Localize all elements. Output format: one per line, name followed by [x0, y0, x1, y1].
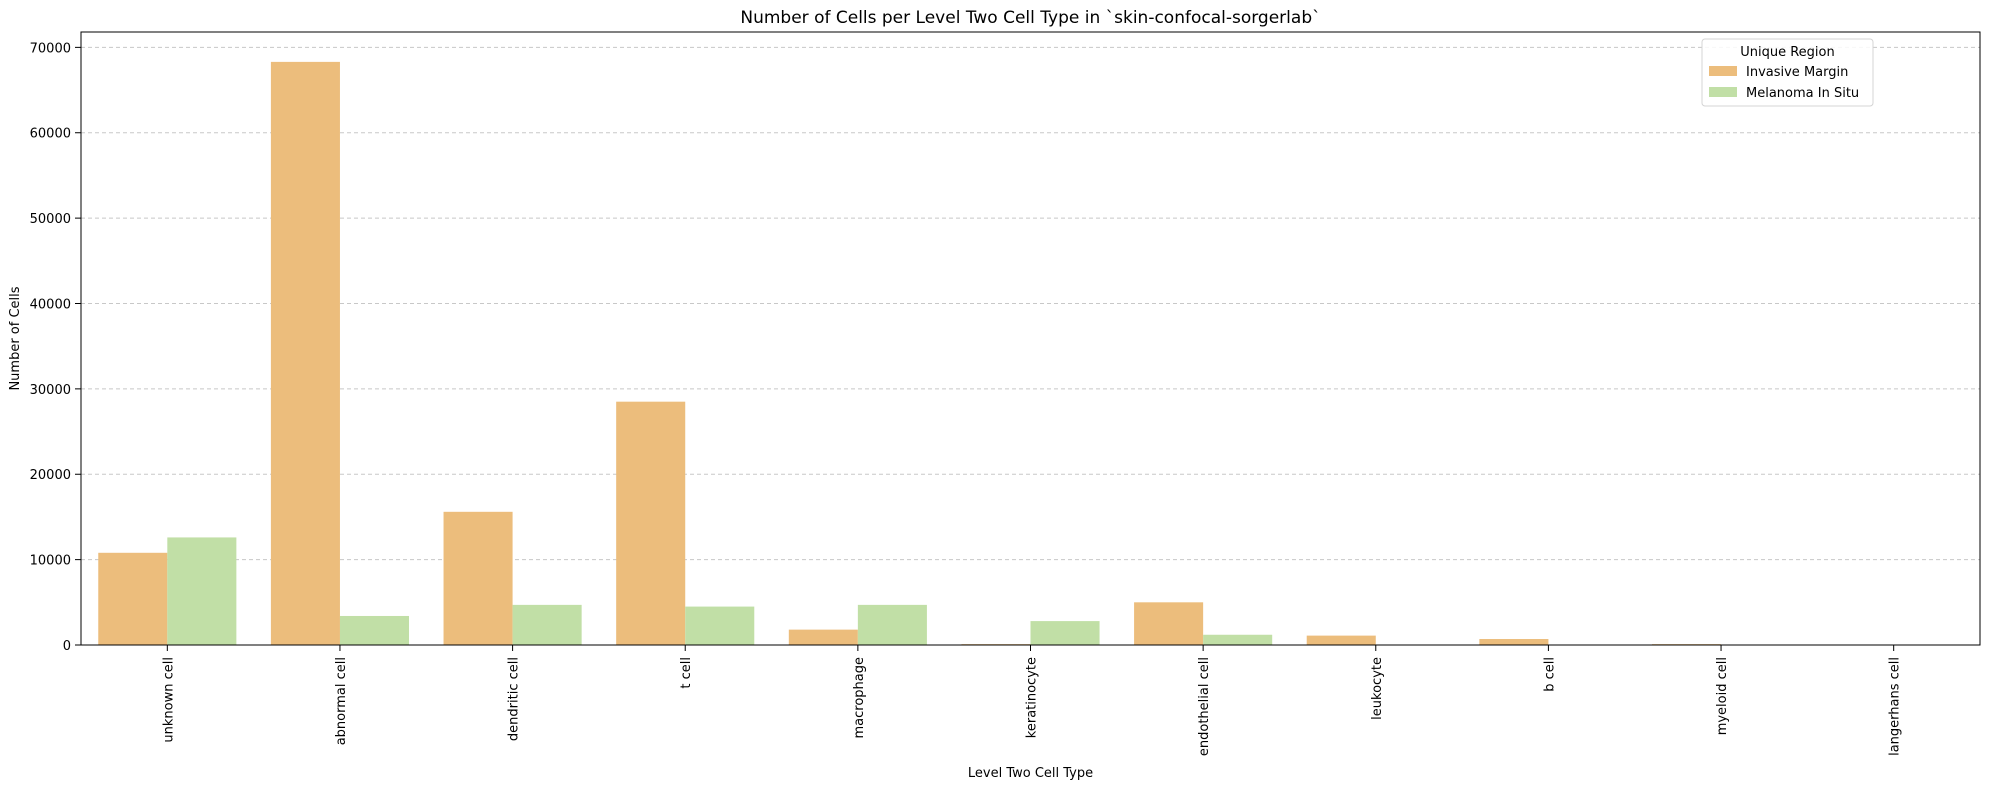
- x-tick-label: leukocyte: [1370, 657, 1385, 720]
- x-tick-label: keratinocyte: [1025, 657, 1040, 738]
- legend-label-melanoma-in-situ: Melanoma In Situ: [1746, 86, 1859, 101]
- bar-melanoma-in-situ: [167, 537, 237, 645]
- bars-layer: [98, 61, 1963, 646]
- y-tick-label: 60000: [30, 127, 71, 142]
- bar-invasive-margin: [98, 552, 168, 645]
- y-tick-label: 40000: [30, 297, 71, 312]
- bar-melanoma-in-situ: [1030, 621, 1100, 645]
- bar-invasive-margin: [1134, 602, 1204, 645]
- x-axis-label: Level Two Cell Type: [968, 766, 1093, 781]
- x-tick-label: myeloid cell: [1715, 657, 1730, 735]
- y-tick-label: 10000: [30, 554, 71, 569]
- bar-invasive-margin: [616, 401, 686, 645]
- legend-title: Unique Region: [1740, 45, 1835, 60]
- bar-melanoma-in-situ: [339, 615, 410, 645]
- bar-invasive-margin: [1306, 635, 1376, 645]
- chart-title: Number of Cells per Level Two Cell Type …: [740, 8, 1320, 28]
- plot-frame: [80, 31, 1981, 646]
- bar-invasive-margin: [788, 629, 858, 645]
- y-tick-label: 70000: [30, 41, 71, 56]
- x-tick-label: abnormal cell: [334, 657, 349, 745]
- bar-melanoma-in-situ: [685, 606, 755, 645]
- grid-layer: [81, 46, 1980, 646]
- y-tick-label: 0: [63, 639, 71, 654]
- x-tick-label: unknown cell: [161, 657, 176, 743]
- legend-box: [1701, 38, 1874, 107]
- x-tick-label: langerhans cell: [1888, 657, 1903, 756]
- x-tick-label: macrophage: [852, 657, 867, 739]
- x-tick-label: t cell: [679, 657, 694, 689]
- y-tick-label: 30000: [30, 383, 71, 398]
- x-tick-label: endothelial cell: [1197, 657, 1212, 756]
- bar-invasive-margin: [443, 511, 513, 645]
- legend: Unique Region Invasive Margin Melanoma I…: [1701, 38, 1874, 107]
- bar-melanoma-in-situ: [857, 604, 927, 645]
- y-axis-label: Number of Cells: [8, 286, 23, 390]
- legend-label-invasive-margin: Invasive Margin: [1746, 65, 1848, 80]
- axes-layer: 0 10000 20000 30000 40000 50000 60000 70000 unkn…: [30, 31, 1981, 756]
- bar-melanoma-in-situ: [1203, 634, 1273, 645]
- bar-invasive-margin: [270, 61, 340, 646]
- legend-swatch-melanoma-in-situ: [1709, 87, 1737, 97]
- x-tick-label: dendritic cell: [507, 657, 522, 741]
- bar-invasive-margin: [1479, 639, 1549, 645]
- bar-melanoma-in-situ: [512, 604, 582, 645]
- legend-swatch-invasive-margin: [1709, 66, 1737, 76]
- y-tick-label: 50000: [30, 212, 71, 227]
- y-tick-label: 20000: [30, 468, 71, 483]
- x-tick-label: b cell: [1542, 657, 1557, 692]
